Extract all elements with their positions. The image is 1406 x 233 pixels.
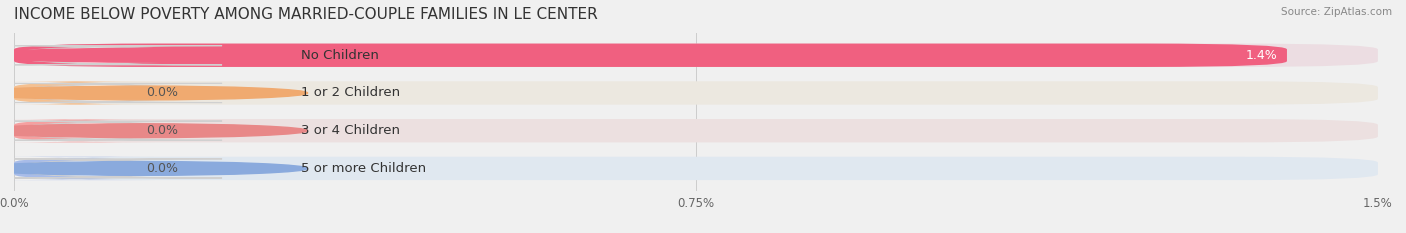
FancyBboxPatch shape [0, 121, 222, 140]
Text: INCOME BELOW POVERTY AMONG MARRIED-COUPLE FAMILIES IN LE CENTER: INCOME BELOW POVERTY AMONG MARRIED-COUPL… [14, 7, 598, 22]
FancyBboxPatch shape [0, 157, 155, 180]
Text: Source: ZipAtlas.com: Source: ZipAtlas.com [1281, 7, 1392, 17]
Text: 5 or more Children: 5 or more Children [301, 162, 426, 175]
Circle shape [0, 124, 308, 138]
Text: 1 or 2 Children: 1 or 2 Children [301, 86, 399, 99]
Circle shape [0, 161, 308, 175]
FancyBboxPatch shape [14, 119, 1378, 142]
Text: 3 or 4 Children: 3 or 4 Children [301, 124, 399, 137]
FancyBboxPatch shape [14, 157, 1378, 180]
Text: No Children: No Children [301, 49, 378, 62]
FancyBboxPatch shape [14, 44, 1286, 67]
Text: 0.0%: 0.0% [146, 162, 179, 175]
FancyBboxPatch shape [0, 46, 222, 65]
FancyBboxPatch shape [0, 83, 222, 103]
FancyBboxPatch shape [14, 44, 1378, 67]
Circle shape [0, 86, 308, 100]
FancyBboxPatch shape [0, 81, 155, 105]
Text: 1.4%: 1.4% [1246, 49, 1278, 62]
FancyBboxPatch shape [0, 159, 222, 178]
Text: 0.0%: 0.0% [146, 124, 179, 137]
Circle shape [0, 48, 308, 62]
FancyBboxPatch shape [0, 119, 155, 142]
FancyBboxPatch shape [14, 81, 1378, 105]
Text: 0.0%: 0.0% [146, 86, 179, 99]
